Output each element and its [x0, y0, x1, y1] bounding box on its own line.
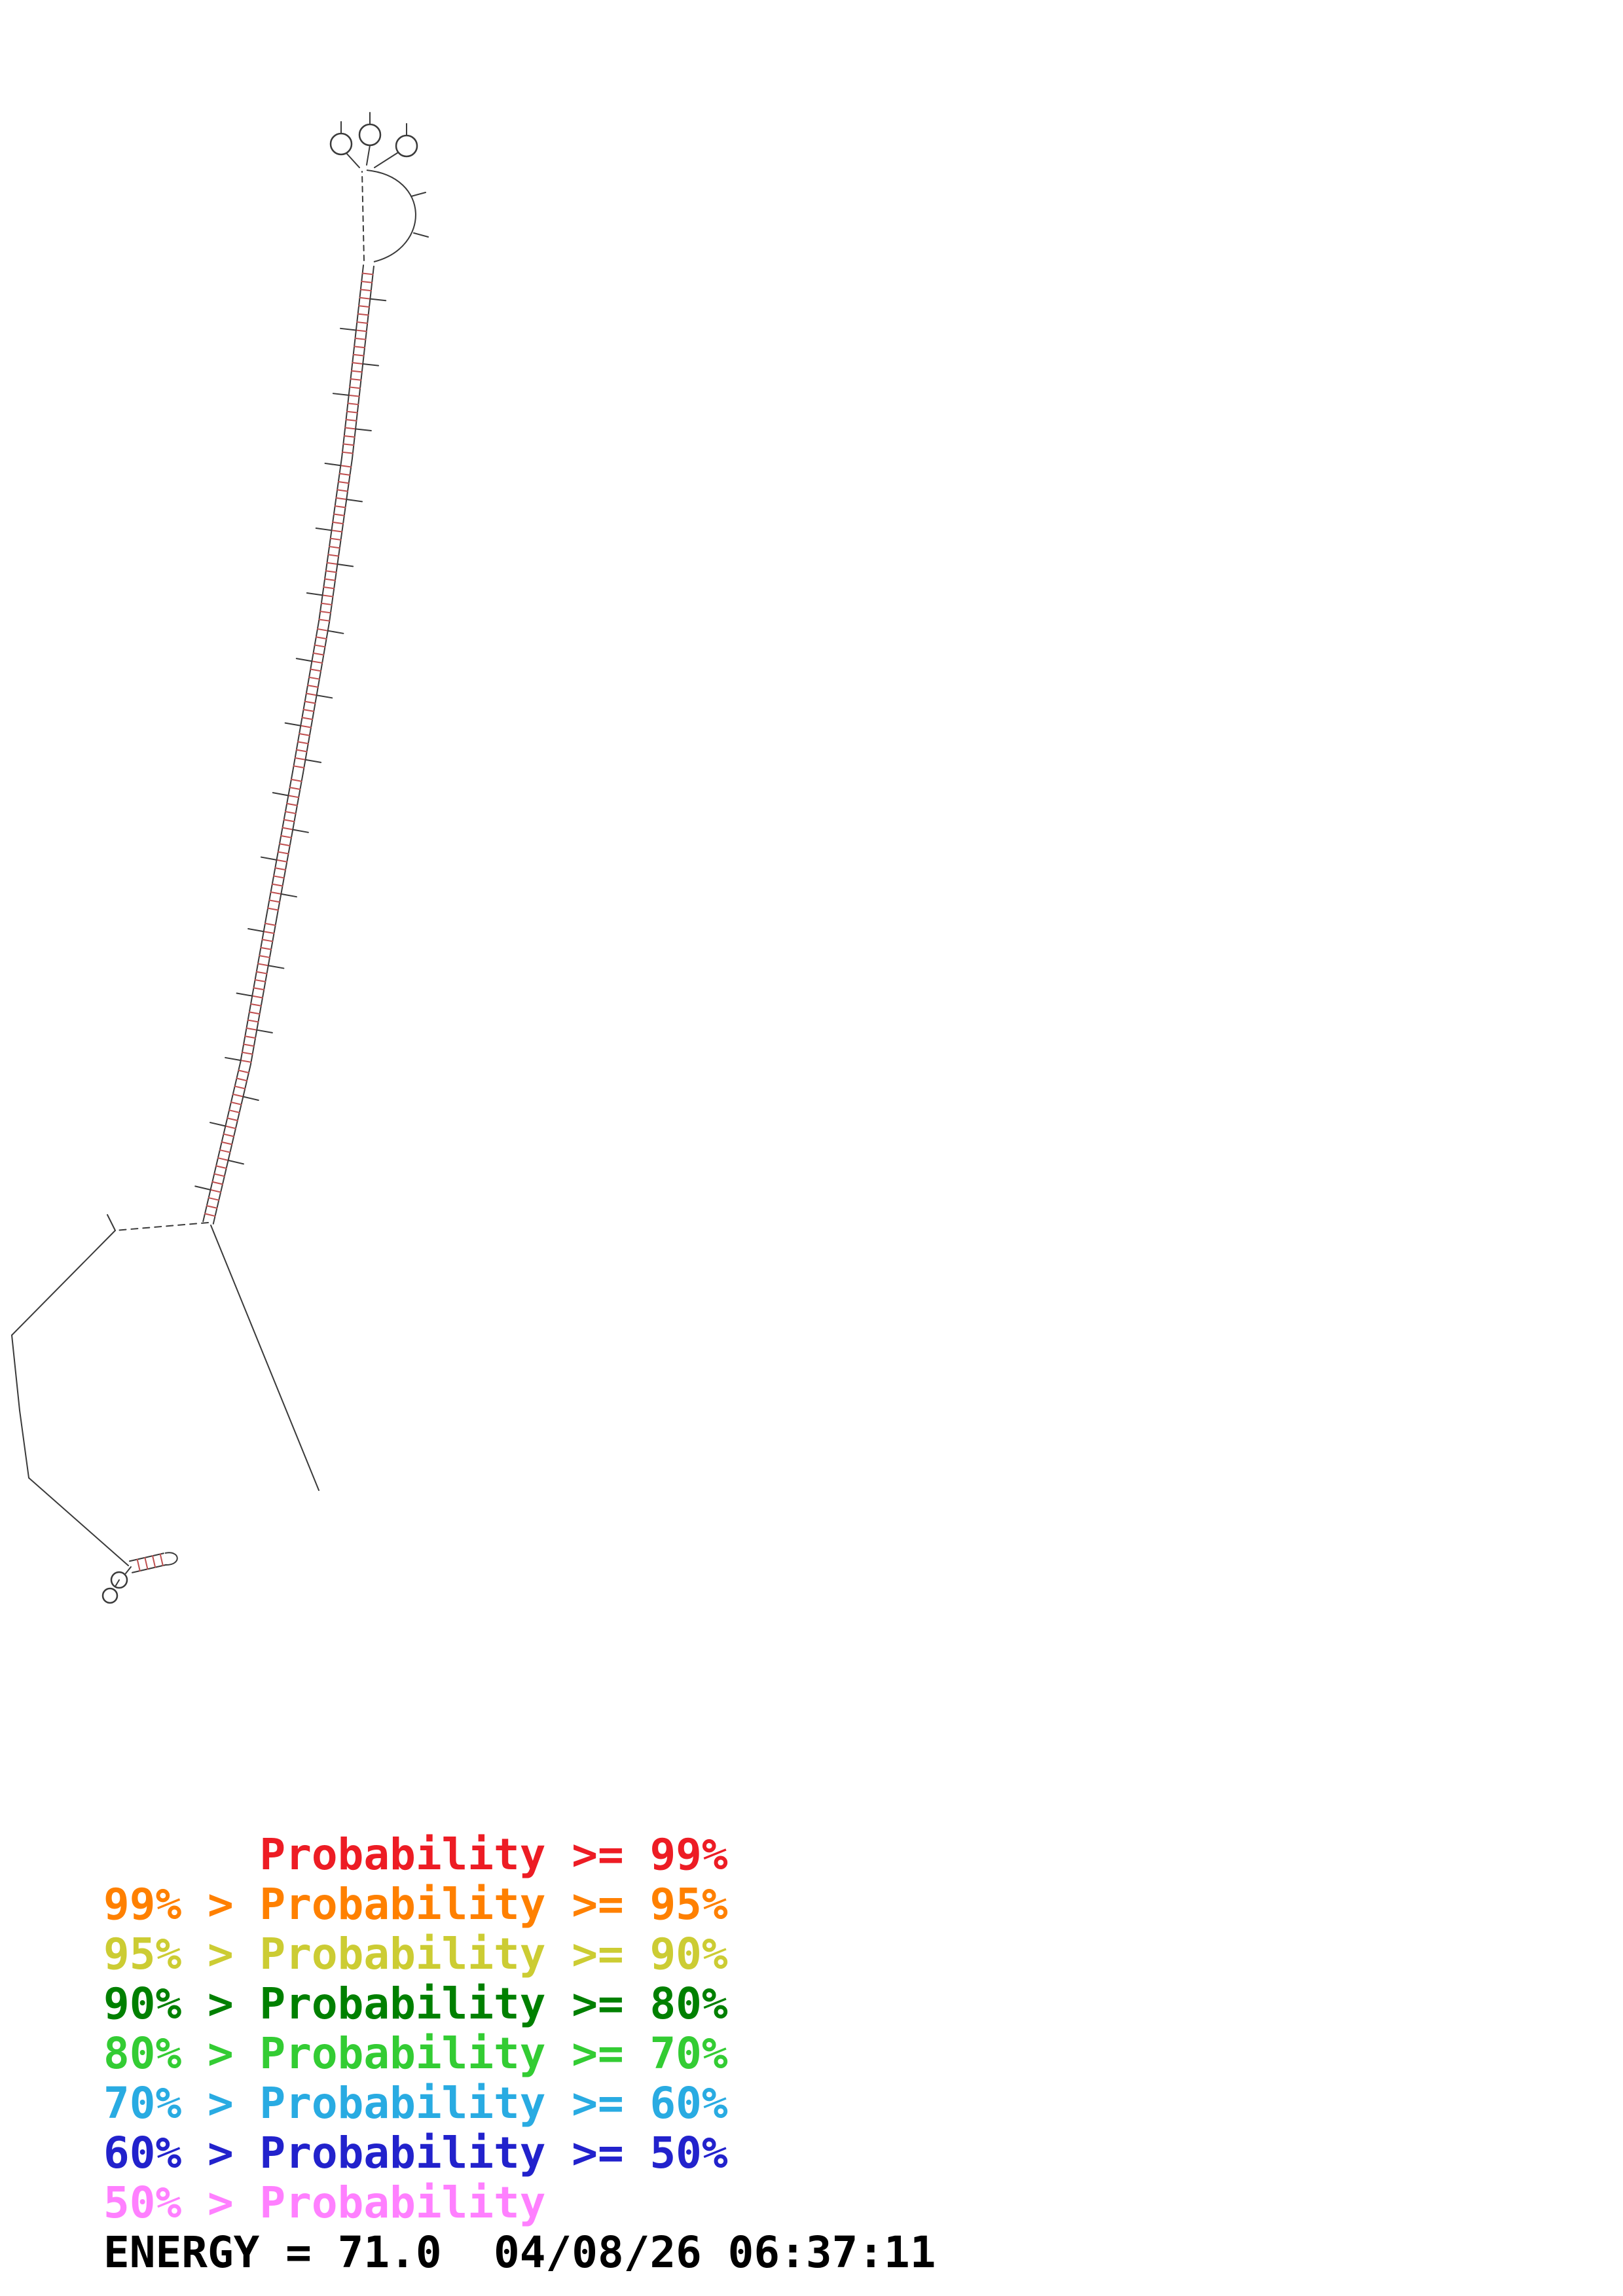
legend-item-90-95: 95% > Probability >= 90%	[103, 1929, 728, 1979]
legend-item-ge99: Probability >= 99%	[103, 1829, 728, 1880]
legend-item-50-60: 60% > Probability >= 50%	[103, 2128, 728, 2178]
probability-legend: Probability >= 99% 99% > Probability >= …	[103, 1830, 728, 2228]
legend-item-lt50: 50% > Probability	[103, 2178, 546, 2228]
legend-item-80-90: 90% > Probability >= 80%	[103, 1979, 728, 2029]
energy-text: ENERGY = 71.0 04/08/26 06:37:11	[103, 2227, 936, 2278]
legend-item-60-70: 70% > Probability >= 60%	[103, 2078, 728, 2128]
legend-item-70-80: 80% > Probability >= 70%	[103, 2028, 728, 2079]
legend-item-95-99: 99% > Probability >= 95%	[103, 1879, 728, 1929]
